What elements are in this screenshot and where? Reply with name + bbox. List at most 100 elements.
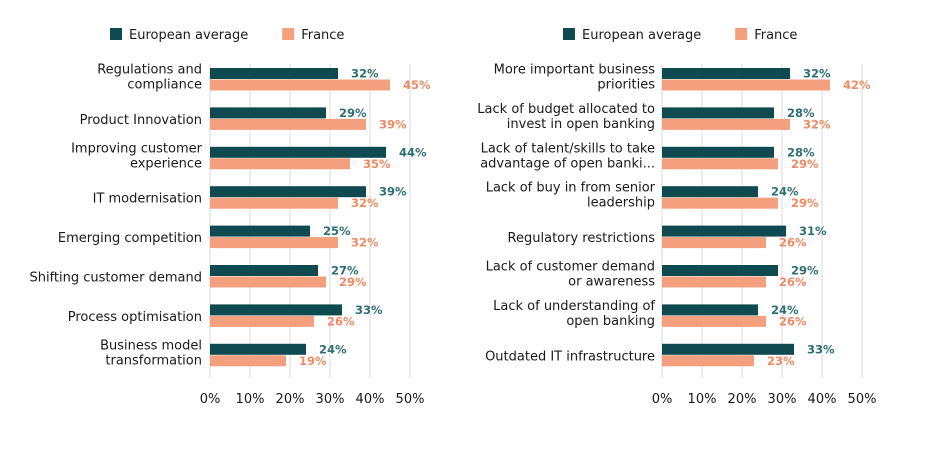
data-label: 26% xyxy=(779,236,807,250)
bar xyxy=(662,107,774,119)
bar xyxy=(662,304,758,316)
bar xyxy=(662,276,766,288)
bar xyxy=(662,237,766,249)
category-label: Improving customer xyxy=(71,141,203,156)
bar xyxy=(662,186,758,198)
x-tick-label: 40% xyxy=(356,392,385,407)
bar xyxy=(210,276,326,288)
data-label: 29% xyxy=(339,106,367,120)
category-label: or awareness xyxy=(568,275,655,290)
bar xyxy=(662,225,786,237)
data-label: 33% xyxy=(807,342,835,356)
bar xyxy=(662,265,778,276)
data-label: 32% xyxy=(803,117,831,131)
category-label: Process optimisation xyxy=(68,310,202,325)
legend-label: France xyxy=(301,28,344,43)
category-label: open banking xyxy=(566,314,655,329)
category-label: Regulatory restrictions xyxy=(508,231,656,246)
data-label: 32% xyxy=(351,236,379,250)
bar xyxy=(662,68,790,79)
chart-panel-1: 0% 10% 20% 30% 40% 50% European average France 3… xyxy=(29,28,431,407)
bar xyxy=(662,79,830,91)
legend-swatch xyxy=(563,28,575,40)
data-label: 44% xyxy=(399,145,427,159)
bar xyxy=(210,304,342,316)
bar xyxy=(662,158,778,170)
x-tick-label: 40% xyxy=(808,392,837,407)
legend-label: France xyxy=(754,28,797,43)
data-label: 28% xyxy=(787,145,815,159)
data-label: 27% xyxy=(331,264,359,278)
bar xyxy=(210,315,314,327)
chart-panel-2: 0% 10% 20% 30% 40% 50% European average France 3… xyxy=(477,28,876,407)
data-label: 45% xyxy=(403,78,431,92)
bar xyxy=(210,265,318,276)
category-label: Emerging competition xyxy=(58,231,202,246)
data-label: 26% xyxy=(779,275,807,289)
category-label: advantage of open banki... xyxy=(480,156,655,171)
x-tick-label: 30% xyxy=(768,392,797,407)
data-label: 39% xyxy=(379,185,407,199)
bar xyxy=(210,237,338,249)
category-label: Lack of understanding of xyxy=(493,299,655,314)
data-label: 24% xyxy=(771,303,799,317)
data-label: 23% xyxy=(767,354,795,368)
data-label: 42% xyxy=(843,78,871,92)
legend-label: European average xyxy=(582,28,701,43)
category-label: Outdated IT infrastructure xyxy=(485,349,655,364)
category-label: Shifting customer demand xyxy=(29,271,202,286)
data-label: 28% xyxy=(787,106,815,120)
bar xyxy=(210,158,350,170)
x-tick-label: 50% xyxy=(848,392,877,407)
category-label: Lack of customer demand xyxy=(486,260,655,275)
data-label: 26% xyxy=(779,314,807,328)
category-label: IT modernisation xyxy=(93,192,202,207)
legend-swatch xyxy=(110,28,122,40)
data-label: 29% xyxy=(791,264,819,278)
data-label: 32% xyxy=(351,196,379,210)
category-label: Regulations and xyxy=(97,63,202,78)
bar xyxy=(210,343,306,355)
category-label: priorities xyxy=(597,78,655,93)
x-tick-label: 20% xyxy=(276,392,305,407)
data-label: 25% xyxy=(323,224,351,238)
bar xyxy=(662,355,754,367)
legend-label: European average xyxy=(129,28,248,43)
x-tick-label: 10% xyxy=(688,392,717,407)
category-label: Business model xyxy=(100,338,202,353)
data-label: 39% xyxy=(379,117,407,131)
x-tick-label: 50% xyxy=(396,392,425,407)
category-label: Lack of talent/skills to take xyxy=(481,141,655,156)
legend-swatch xyxy=(735,28,748,40)
bar xyxy=(662,146,774,158)
data-label: 31% xyxy=(799,224,827,238)
bar xyxy=(662,197,778,209)
data-label: 26% xyxy=(327,314,355,328)
bar xyxy=(210,107,326,119)
bar xyxy=(210,355,286,367)
data-label: 35% xyxy=(363,157,391,171)
bar xyxy=(662,343,794,355)
data-label: 32% xyxy=(803,67,831,81)
category-label: invest in open banking xyxy=(507,117,655,132)
category-label: Lack of buy in from senior xyxy=(486,181,656,196)
category-label: Lack of budget allocated to xyxy=(477,102,655,117)
bar xyxy=(210,118,366,130)
data-label: 24% xyxy=(319,342,347,356)
bar xyxy=(210,197,338,209)
data-label: 24% xyxy=(771,185,799,199)
category-label: leadership xyxy=(587,196,655,211)
data-label: 29% xyxy=(791,196,819,210)
legend-swatch xyxy=(282,28,295,40)
data-label: 33% xyxy=(355,303,383,317)
category-label: More important business xyxy=(494,63,656,78)
category-label: transformation xyxy=(105,353,202,368)
bar xyxy=(210,146,386,158)
data-label: 19% xyxy=(299,354,327,368)
data-label: 32% xyxy=(351,67,379,81)
data-label: 29% xyxy=(339,275,367,289)
category-label: experience xyxy=(130,156,202,171)
x-tick-label: 10% xyxy=(236,392,265,407)
